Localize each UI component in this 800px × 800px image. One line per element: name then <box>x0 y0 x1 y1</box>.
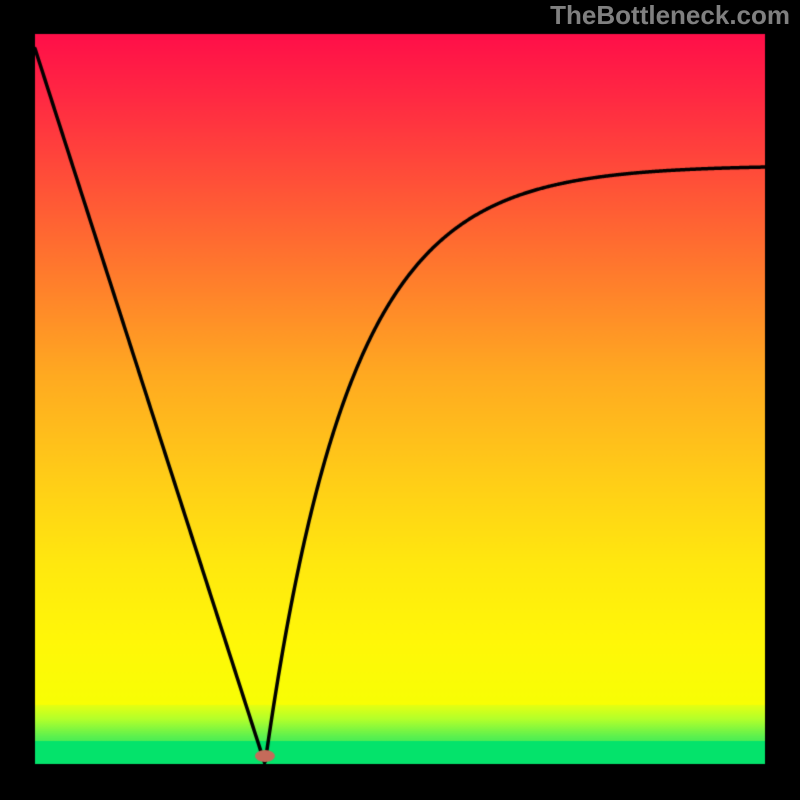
watermark-label: TheBottleneck.com <box>550 0 790 31</box>
bottleneck-curve-chart <box>0 0 800 800</box>
chart-container: TheBottleneck.com <box>0 0 800 800</box>
